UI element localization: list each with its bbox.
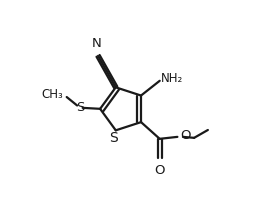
Text: S: S: [76, 101, 84, 114]
Text: O: O: [180, 129, 190, 142]
Text: N: N: [92, 37, 102, 50]
Text: CH₃: CH₃: [41, 88, 63, 101]
Text: S: S: [109, 131, 118, 145]
Text: O: O: [155, 164, 165, 177]
Text: NH₂: NH₂: [161, 72, 183, 85]
